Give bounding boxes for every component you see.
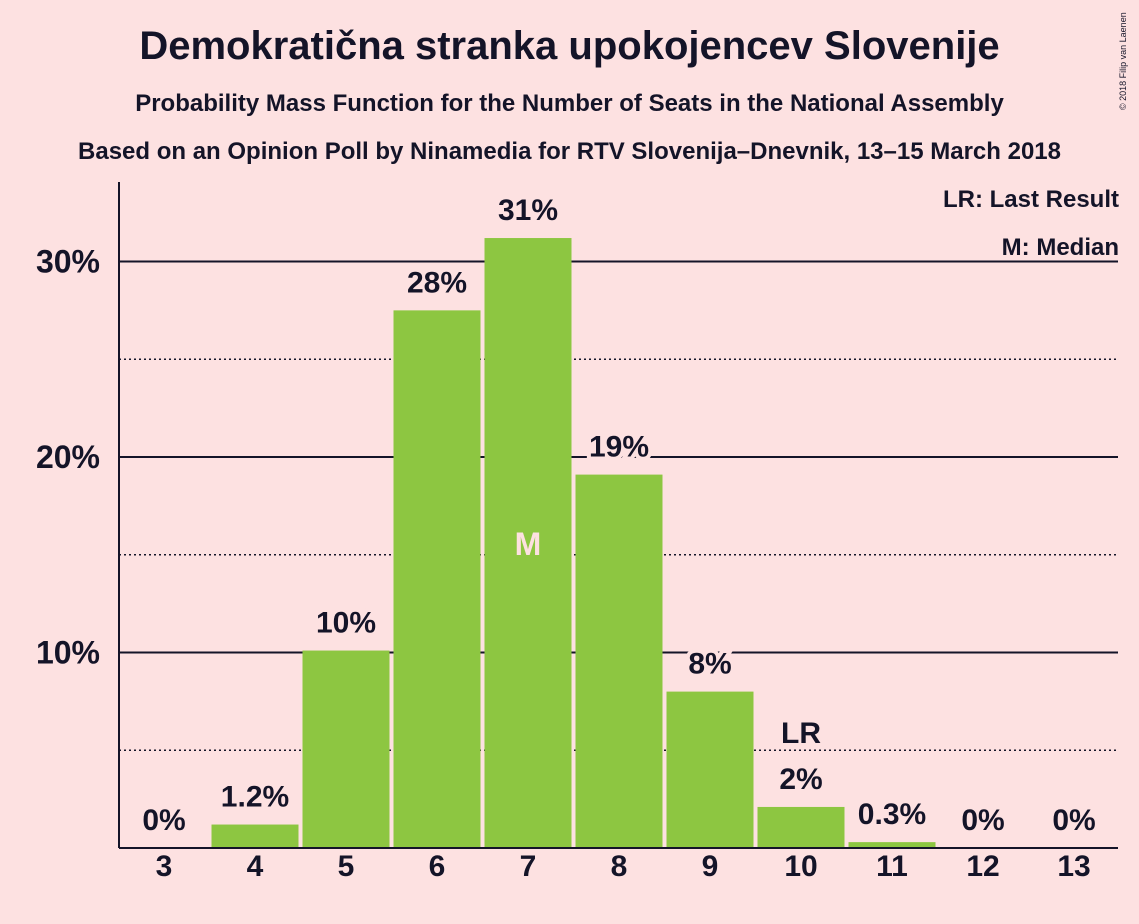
x-tick-label-3: 3 <box>156 850 173 883</box>
data-label-4: 1.2% <box>221 781 289 814</box>
data-label-9: 8% <box>688 648 731 681</box>
bar-6 <box>393 310 481 848</box>
bar-4 <box>211 824 299 848</box>
y-tick-label: 30% <box>36 244 100 280</box>
data-label-3: 0% <box>142 804 185 837</box>
x-tick-label-6: 6 <box>429 850 446 883</box>
bar-5 <box>302 650 390 848</box>
y-tick-label: 10% <box>36 635 100 671</box>
data-label-6: 28% <box>407 266 467 299</box>
bar-11 <box>848 842 936 848</box>
y-tick-label: 20% <box>36 439 100 475</box>
x-tick-label-5: 5 <box>338 850 355 883</box>
last-result-marker: LR <box>781 717 821 750</box>
x-tick-label-13: 13 <box>1057 850 1090 883</box>
x-tick-label-9: 9 <box>702 850 719 883</box>
data-label-10: 2% <box>779 763 822 796</box>
median-marker: M <box>515 526 542 562</box>
data-labels: 0% 1.2% 10% 28% 31% M 19% 8% 2% LR 0.3% 0% 0% <box>138 190 1099 841</box>
x-tick-label-4: 4 <box>247 850 264 883</box>
x-tick-label-10: 10 <box>784 850 817 883</box>
data-label-7: 31% <box>498 194 558 227</box>
legend-median: M: Median <box>1001 234 1119 261</box>
bar-10 <box>757 806 845 848</box>
chart-title: Demokratična stranka upokojencev Sloveni… <box>139 24 1000 68</box>
data-label-11: 0.3% <box>858 798 926 831</box>
data-label-5: 10% <box>316 607 376 640</box>
bar-9 <box>666 691 754 848</box>
x-tick-label-11: 11 <box>876 850 908 883</box>
chart-source: Based on an Opinion Poll by Ninamedia fo… <box>78 138 1061 165</box>
chart-subtitle: Probability Mass Function for the Number… <box>135 90 1004 117</box>
gridlines <box>119 260 1118 751</box>
data-label-12: 0% <box>961 804 1004 837</box>
legend-last-result: LR: Last Result <box>942 186 1119 213</box>
bar-8 <box>575 474 663 848</box>
x-tick-label-12: 12 <box>966 850 999 883</box>
x-tick-label-7: 7 <box>520 850 537 883</box>
bar-7 <box>484 238 572 849</box>
bars <box>211 238 936 849</box>
data-label-13: 0% <box>1052 804 1095 837</box>
x-tick-label-8: 8 <box>611 850 628 883</box>
data-label-8: 19% <box>589 431 649 464</box>
axes: 10% 20% 30% 3 4 5 6 7 8 9 10 11 12 13 <box>36 182 1118 883</box>
